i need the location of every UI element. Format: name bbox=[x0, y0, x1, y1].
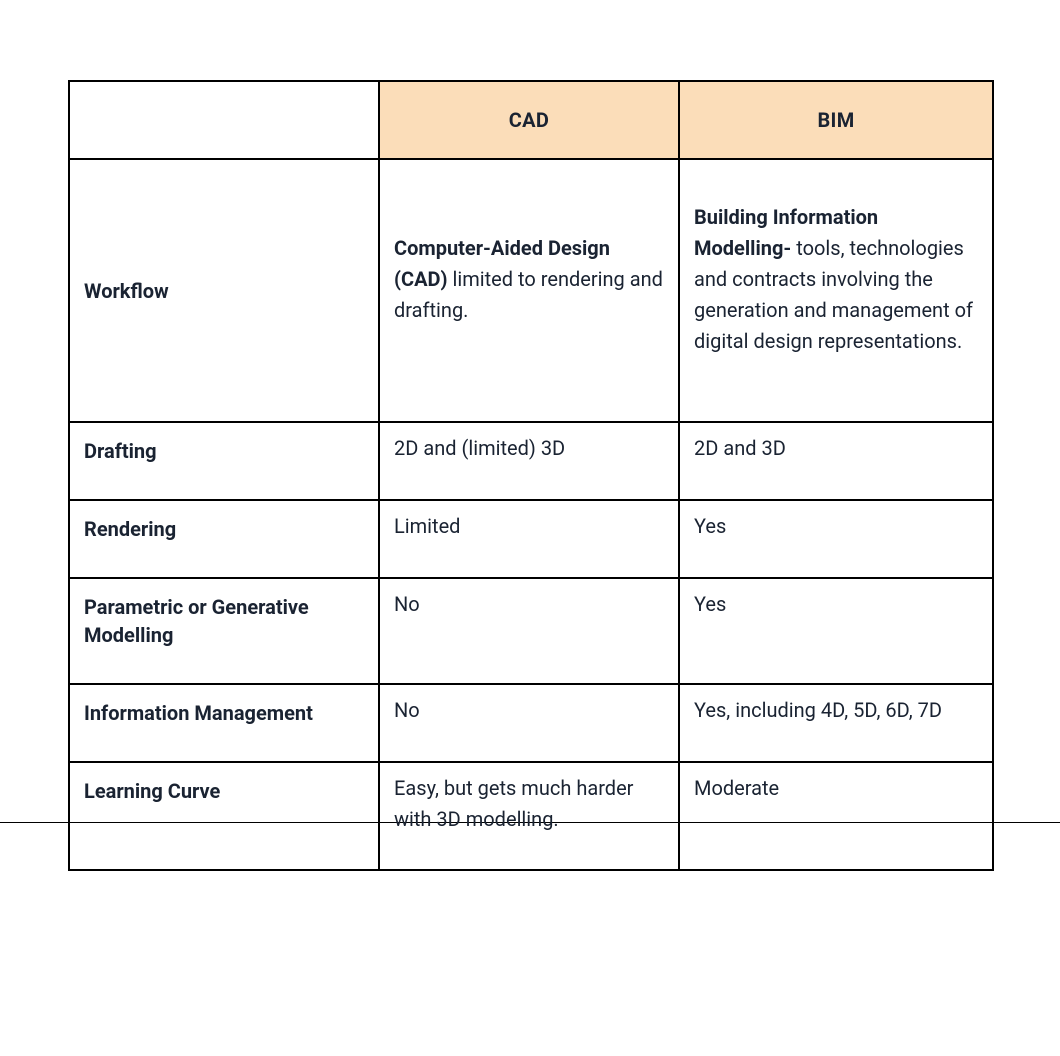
cell-parametric-cad: No bbox=[379, 578, 679, 684]
cell-parametric-bim: Yes bbox=[679, 578, 993, 684]
row-label-rendering: Rendering bbox=[69, 500, 379, 578]
table-row: Information Management No Yes, including… bbox=[69, 684, 993, 762]
header-cad: CAD bbox=[379, 81, 679, 159]
cell-drafting-bim: 2D and 3D bbox=[679, 422, 993, 500]
table-row: Drafting 2D and (limited) 3D 2D and 3D bbox=[69, 422, 993, 500]
cell-learning-cad: Easy, but gets much harder with 3D model… bbox=[379, 762, 679, 870]
comparison-table-container: CAD BIM Workflow Computer-Aided Design (… bbox=[68, 80, 992, 871]
row-label-learning: Learning Curve bbox=[69, 762, 379, 870]
cell-drafting-cad: 2D and (limited) 3D bbox=[379, 422, 679, 500]
table-row: Learning Curve Easy, but gets much harde… bbox=[69, 762, 993, 870]
table-row: Parametric or Generative Modelling No Ye… bbox=[69, 578, 993, 684]
cell-info-mgmt-bim: Yes, including 4D, 5D, 6D, 7D bbox=[679, 684, 993, 762]
cell-rendering-bim: Yes bbox=[679, 500, 993, 578]
table-row: Rendering Limited Yes bbox=[69, 500, 993, 578]
table-header-row: CAD BIM bbox=[69, 81, 993, 159]
table-row: Workflow Computer-Aided Design (CAD) lim… bbox=[69, 159, 993, 422]
cell-workflow-cad: Computer-Aided Design (CAD) limited to r… bbox=[379, 159, 679, 422]
cell-rendering-cad: Limited bbox=[379, 500, 679, 578]
header-bim: BIM bbox=[679, 81, 993, 159]
row-label-workflow: Workflow bbox=[69, 159, 379, 422]
cell-workflow-bim: Building Information Modelling- tools, t… bbox=[679, 159, 993, 422]
header-blank bbox=[69, 81, 379, 159]
cell-info-mgmt-cad: No bbox=[379, 684, 679, 762]
row-label-parametric: Parametric or Generative Modelling bbox=[69, 578, 379, 684]
row-label-drafting: Drafting bbox=[69, 422, 379, 500]
comparison-table: CAD BIM Workflow Computer-Aided Design (… bbox=[68, 80, 994, 871]
cell-learning-bim: Moderate bbox=[679, 762, 993, 870]
row-label-info-mgmt: Information Management bbox=[69, 684, 379, 762]
